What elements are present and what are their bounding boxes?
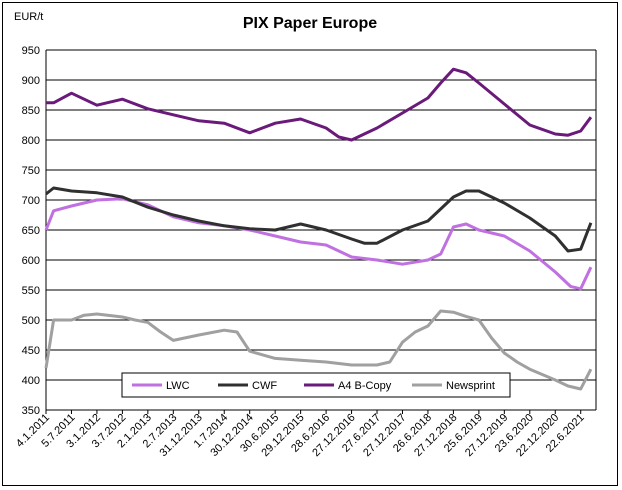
legend-label: CWF	[252, 380, 277, 392]
y-tick-label: 500	[22, 315, 40, 327]
legend-label: A4 B-Copy	[338, 380, 392, 392]
y-tick-label: 800	[22, 135, 40, 147]
legend-label: LWC	[166, 380, 190, 392]
y-tick-label: 750	[22, 165, 40, 177]
y-tick-label: 650	[22, 225, 40, 237]
y-tick-label: 350	[22, 405, 40, 417]
y-tick-label: 400	[22, 375, 40, 387]
y-tick-label: 900	[22, 75, 40, 87]
y-tick-label: 950	[22, 45, 40, 57]
chart-title: PIX Paper Europe	[243, 15, 377, 32]
series-layer	[44, 67, 593, 391]
y-tick-label: 550	[22, 285, 40, 297]
legend-label: Newsprint	[446, 380, 495, 392]
y-tick-label: 600	[22, 255, 40, 267]
legend: LWC CWF A4 B-Copy Newsprint	[121, 372, 511, 398]
y-tick-label: 700	[22, 195, 40, 207]
series-line-newsprint	[44, 309, 593, 391]
y-tick-label: 450	[22, 345, 40, 357]
y-tick-label: 850	[22, 105, 40, 117]
series-line-a4-b-copy	[46, 67, 593, 142]
series-line-lwc	[44, 197, 593, 291]
series-line-cwf	[45, 186, 593, 253]
y-axis-label: EUR/t	[14, 11, 43, 23]
